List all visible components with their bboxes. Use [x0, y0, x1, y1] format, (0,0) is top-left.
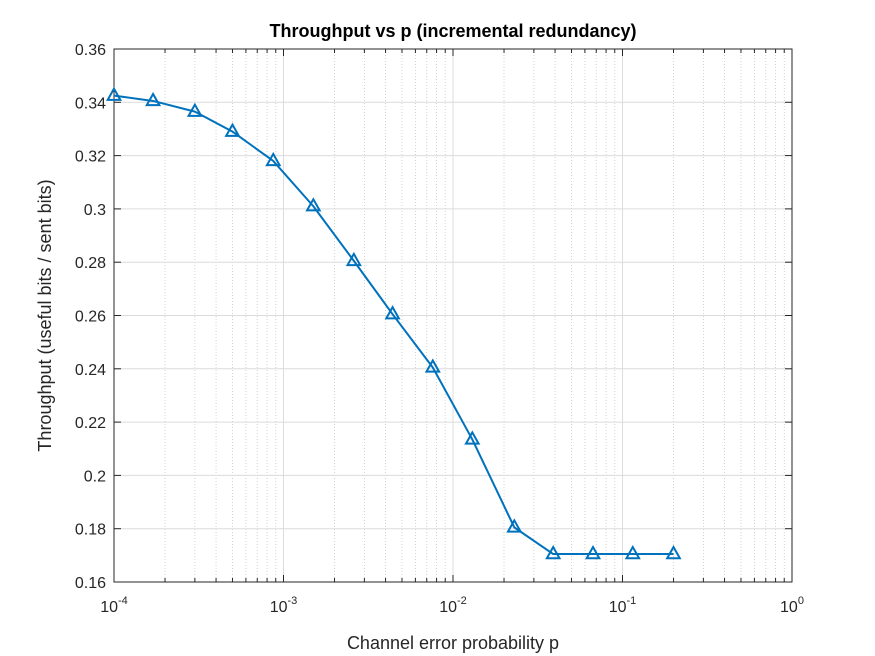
x-axis-label: Channel error probability p — [347, 633, 559, 653]
data-point — [585, 544, 602, 560]
data-point — [305, 197, 322, 212]
data-point — [665, 544, 682, 560]
data-point — [545, 544, 562, 560]
axis-ticks — [113, 48, 793, 583]
y-tick-label: 0.3 — [84, 202, 106, 219]
data-point — [105, 86, 123, 101]
series-layer — [105, 86, 682, 560]
tick-labels: 10-4 10-3 10-2 10-1 100 0.16 0.18 0.2 0.22 0.24 0.… — [75, 42, 804, 616]
minor-grid — [164, 49, 785, 582]
y-tick-label: 0.18 — [75, 522, 106, 539]
data-point — [265, 151, 282, 167]
data-point — [464, 430, 481, 445]
y-tick-label: 0.22 — [75, 415, 106, 432]
y-tick-label: 0.16 — [75, 575, 106, 592]
y-tick-label: 0.26 — [75, 309, 106, 326]
x-tick-label: 10-2 — [439, 595, 467, 616]
chart-title: Throughput vs p (incremental redundancy) — [269, 21, 636, 41]
data-point — [624, 544, 641, 560]
y-tick-label: 0.34 — [75, 95, 106, 112]
x-tick-label: 100 — [780, 595, 804, 616]
data-point — [424, 358, 441, 373]
data-point — [384, 305, 401, 320]
data-point — [224, 122, 241, 137]
data-point — [186, 102, 203, 117]
data-point — [345, 251, 362, 267]
x-tick-label: 10-4 — [100, 595, 128, 616]
x-tick-label: 10-1 — [609, 595, 637, 616]
x-tick-label: 10-3 — [270, 595, 298, 616]
y-tick-label: 0.24 — [75, 362, 106, 379]
y-tick-label: 0.36 — [75, 42, 106, 59]
y-axis-label: Throughput (useful bits / sent bits) — [35, 179, 55, 451]
y-tick-label: 0.2 — [84, 468, 106, 485]
data-point — [145, 91, 162, 107]
series-line — [113, 94, 674, 556]
y-tick-label: 0.32 — [75, 149, 106, 166]
y-tick-label: 0.28 — [75, 255, 106, 272]
data-point — [506, 518, 523, 533]
